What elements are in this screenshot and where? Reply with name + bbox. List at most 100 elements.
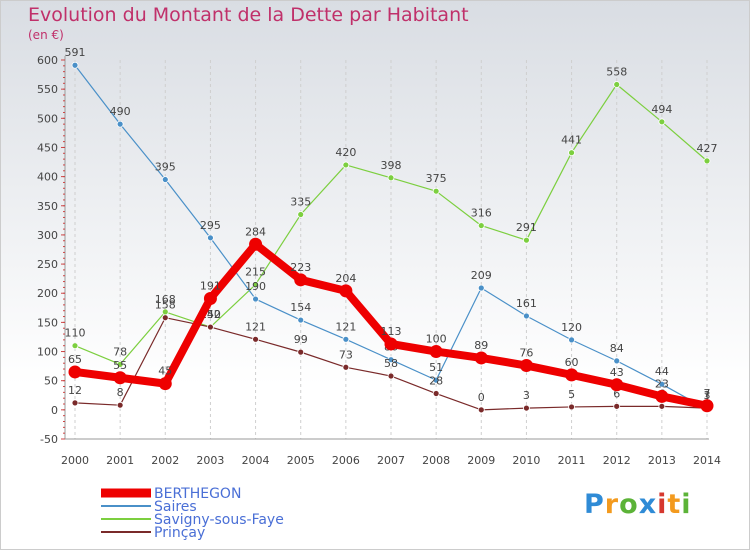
legend-label: Saires <box>154 499 197 515</box>
data-point <box>342 161 350 169</box>
data-label: 191 <box>200 279 221 292</box>
x-tick-label: 2009 <box>467 454 495 467</box>
y-tick-label: 150 <box>37 316 58 329</box>
data-point <box>161 176 169 183</box>
data-label: 295 <box>200 219 221 232</box>
data-label: 168 <box>155 293 176 306</box>
data-point <box>703 157 711 165</box>
data-point <box>568 336 575 344</box>
data-point <box>203 291 217 305</box>
data-label: 398 <box>381 159 402 172</box>
data-point <box>71 399 79 407</box>
y-tick-label: 450 <box>37 141 58 154</box>
data-point <box>429 345 443 359</box>
x-tick-label: 2010 <box>512 454 540 467</box>
data-point <box>249 237 263 251</box>
data-label: 8 <box>117 386 124 399</box>
series-group: 1107816814221533542039837531629144155849… <box>65 46 718 414</box>
x-tick-label: 2003 <box>196 454 224 467</box>
data-point <box>158 377 172 391</box>
data-label: 43 <box>610 366 624 379</box>
data-point <box>207 234 214 242</box>
data-point <box>297 348 305 356</box>
data-label: 5 <box>568 388 575 401</box>
data-point <box>387 174 395 182</box>
data-point <box>113 371 127 385</box>
data-label: 45 <box>158 365 172 378</box>
data-point <box>658 118 666 126</box>
data-label: 12 <box>68 384 82 397</box>
x-tick-label: 2011 <box>558 454 586 467</box>
x-tick-label: 2001 <box>106 454 134 467</box>
data-label: 44 <box>655 365 669 378</box>
data-point <box>68 365 82 379</box>
data-label: 427 <box>697 142 718 155</box>
series-saires: 591490395295190154121865120916112084441 <box>65 46 711 413</box>
data-label: 215 <box>245 265 266 278</box>
data-point <box>610 378 624 392</box>
proxiti-logo: Proxiti <box>584 489 692 520</box>
data-label: 58 <box>384 357 398 370</box>
y-tick-label: 50 <box>44 375 58 388</box>
series-prin-ay: 12815815012199735828035663 <box>68 299 711 414</box>
data-point <box>568 149 575 157</box>
data-label: 113 <box>381 325 402 338</box>
data-point <box>523 236 530 244</box>
x-tick-label: 2005 <box>287 454 315 467</box>
data-label: 121 <box>335 320 356 333</box>
data-label: 441 <box>561 134 582 147</box>
y-tick-label: 0 <box>51 404 58 417</box>
data-label: 6 <box>613 387 620 400</box>
data-label: 158 <box>155 299 176 312</box>
legend-label: Savigny-sous-Faye <box>154 512 284 528</box>
data-label: 1 <box>704 390 711 403</box>
data-label: 591 <box>65 46 86 59</box>
data-label: 78 <box>113 345 127 358</box>
data-label: 55 <box>113 359 127 372</box>
x-tick-label: 2007 <box>377 454 405 467</box>
x-tick-label: 2006 <box>332 454 360 467</box>
y-tick-label: 300 <box>37 229 58 242</box>
data-label: 420 <box>335 146 356 159</box>
data-point <box>700 399 714 413</box>
chart-title: Evolution du Montant de la Dette par Hab… <box>28 4 469 26</box>
data-point <box>116 401 124 409</box>
data-label: 73 <box>339 348 353 361</box>
x-tick-label: 2012 <box>603 454 631 467</box>
data-label: 190 <box>245 280 266 293</box>
x-tick-label: 2002 <box>151 454 179 467</box>
x-tick-label: 2004 <box>242 454 270 467</box>
chart-unit: (en €) <box>28 28 64 42</box>
data-point <box>161 314 169 322</box>
data-label: 0 <box>478 391 485 404</box>
data-point <box>387 372 395 380</box>
data-point <box>565 368 579 382</box>
data-point <box>613 357 621 365</box>
data-point <box>568 403 575 411</box>
x-tick-label: 2013 <box>648 454 676 467</box>
data-label: 84 <box>610 342 624 355</box>
data-point <box>523 312 530 320</box>
data-point <box>655 389 669 403</box>
data-label: 209 <box>471 269 492 282</box>
legend-label: Prinçay <box>154 525 205 541</box>
x-tick-label: 2008 <box>422 454 450 467</box>
data-point <box>384 337 398 351</box>
y-tick-label: 600 <box>37 54 58 67</box>
data-point <box>613 402 621 410</box>
data-label: 110 <box>65 327 86 340</box>
x-tick-label: 2014 <box>693 454 721 467</box>
data-point <box>252 335 259 343</box>
data-label: 76 <box>519 347 533 360</box>
data-point <box>477 406 485 414</box>
data-label: 204 <box>335 272 356 285</box>
data-point <box>342 335 350 343</box>
data-point <box>658 402 666 410</box>
data-point <box>71 61 79 69</box>
data-label: 23 <box>655 377 669 390</box>
data-label: 395 <box>155 161 176 174</box>
data-point <box>474 351 488 365</box>
